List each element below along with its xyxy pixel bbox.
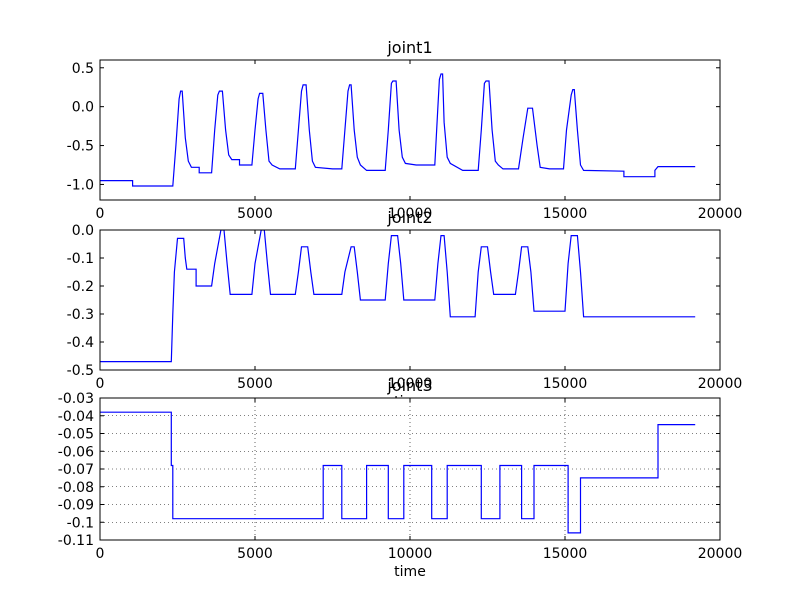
y-tick-label: 0.0 xyxy=(72,100,94,116)
x-tick-label: 0 xyxy=(96,546,105,562)
y-tick-label: -0.3 xyxy=(67,307,94,323)
x-tick-label: 15000 xyxy=(543,546,588,562)
axes-frame xyxy=(99,59,721,201)
y-tick-label: -0.4 xyxy=(67,335,94,351)
y-tick-label: -0.04 xyxy=(58,409,94,425)
y-tick-label: -0.1 xyxy=(67,515,94,531)
data-line xyxy=(100,411,696,534)
y-tick-label: -0.03 xyxy=(58,391,94,407)
y-tick-label: -0.5 xyxy=(67,139,94,155)
axes-background xyxy=(100,60,720,200)
y-tick-label: -0.07 xyxy=(58,462,94,478)
x-tick-label: 5000 xyxy=(237,546,273,562)
y-tick-label: 0.5 xyxy=(72,61,94,77)
x-tick-label: 20000 xyxy=(698,206,743,222)
x-tick-label: 15000 xyxy=(543,206,588,222)
axes-frame xyxy=(99,229,721,371)
x-axis-label: time xyxy=(394,564,426,580)
y-tick-label: -0.11 xyxy=(58,533,94,549)
y-tick-label: -0.1 xyxy=(67,251,94,267)
y-tick-label: -0.2 xyxy=(67,279,94,295)
x-tick-label: 10000 xyxy=(388,206,433,222)
y-tick-label: -0.09 xyxy=(58,498,94,514)
y-tick-label: 0.0 xyxy=(72,223,94,239)
x-tick-label: 0 xyxy=(96,206,105,222)
y-tick-label: -1.0 xyxy=(67,177,94,193)
data-line xyxy=(100,230,696,363)
chart-title: joint2 xyxy=(386,208,432,227)
x-tick-label: 20000 xyxy=(698,376,743,392)
y-tick-label: -0.05 xyxy=(58,427,94,443)
x-tick-label: 5000 xyxy=(237,206,273,222)
y-tick-label: -0.5 xyxy=(67,363,94,379)
y-tick-label: -0.08 xyxy=(58,480,94,496)
x-tick-label: 10000 xyxy=(388,376,433,392)
data-line xyxy=(100,73,696,187)
y-tick-label: -0.06 xyxy=(58,444,94,460)
x-tick-label: 10000 xyxy=(388,546,433,562)
axes-frame xyxy=(99,397,721,541)
x-tick-label: 5000 xyxy=(237,376,273,392)
chart-title: joint3 xyxy=(386,376,432,395)
chart-title: joint1 xyxy=(386,38,432,57)
x-tick-label: 0 xyxy=(96,376,105,392)
x-tick-label: 15000 xyxy=(543,376,588,392)
x-tick-label: 20000 xyxy=(698,546,743,562)
